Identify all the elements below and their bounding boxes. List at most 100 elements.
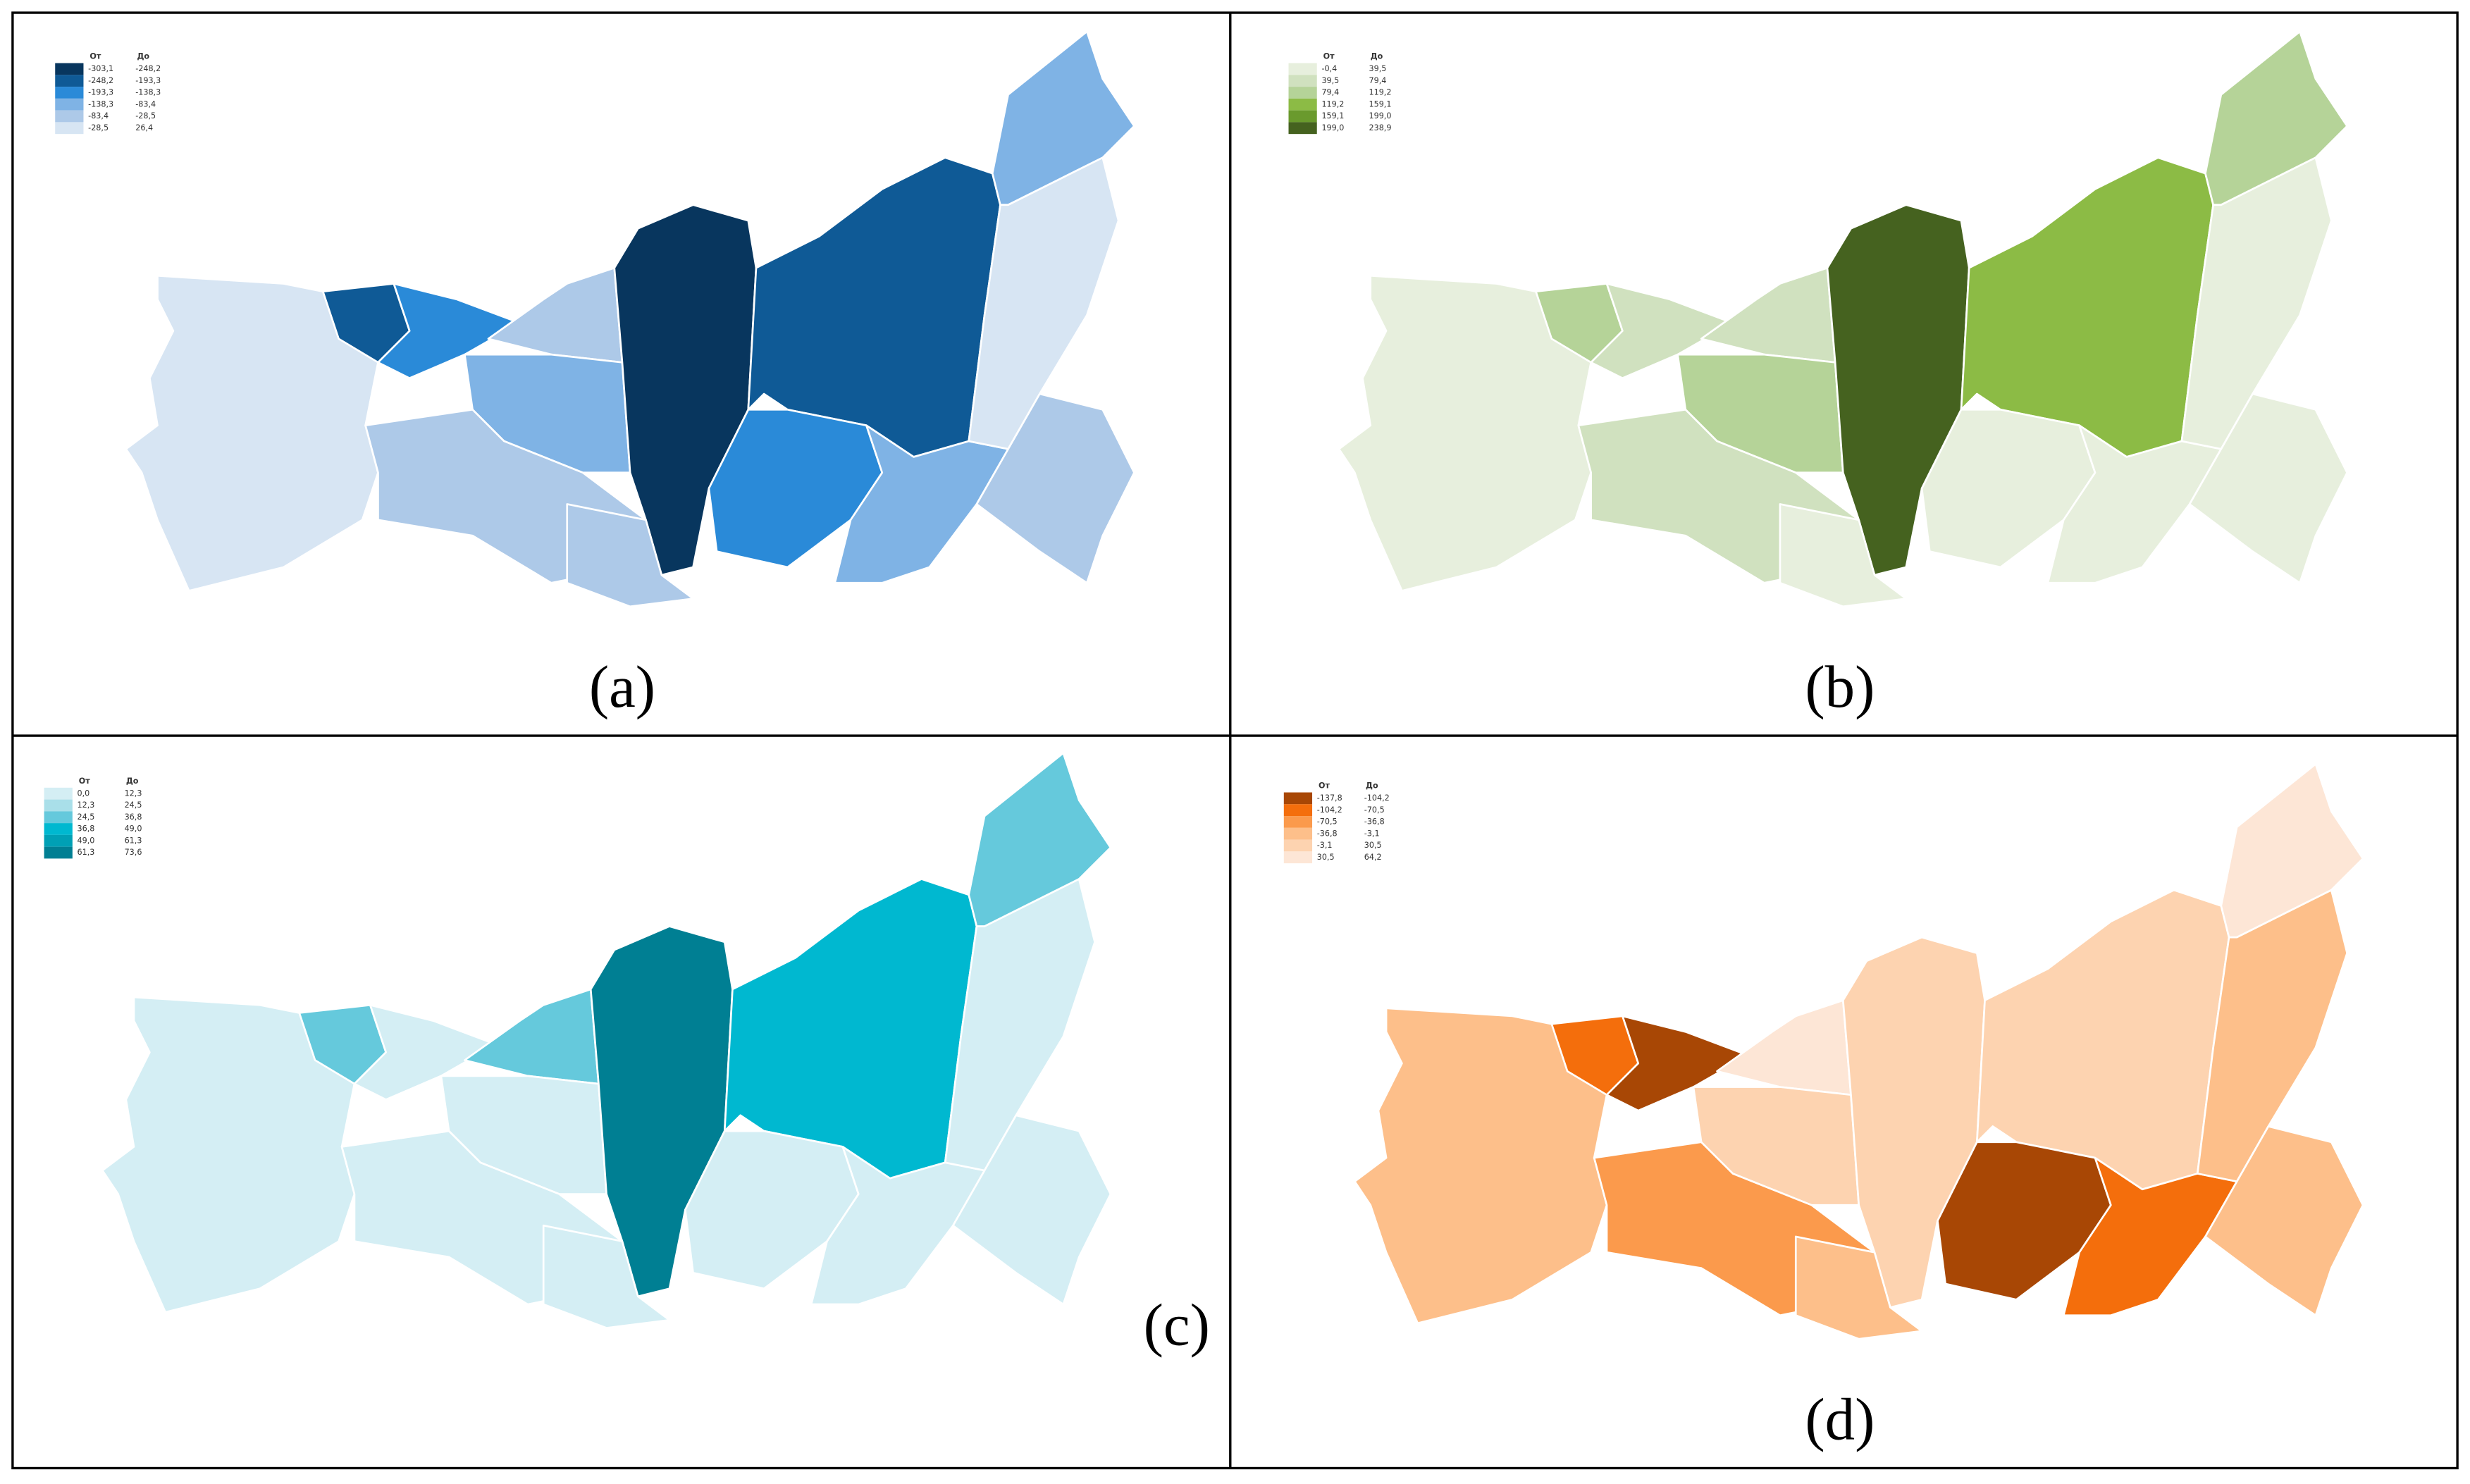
legend-from: 12,3 [78, 800, 95, 810]
legend-header: От [1323, 52, 1335, 61]
legend-from: 0,0 [78, 789, 90, 798]
legend-from: -70,5 [1317, 817, 1338, 827]
region [2046, 424, 2223, 584]
legend-swatch [55, 87, 84, 99]
legend-from: 39,5 [1321, 76, 1339, 85]
legend-to: -248,2 [135, 64, 161, 73]
legend: От До -137,8 -104,2 -104,2 -70,5 -70,5 -36,8 -36… [1283, 781, 1390, 864]
legend-swatch [1288, 110, 1317, 123]
legend-header: До [126, 777, 139, 786]
region [464, 988, 600, 1085]
legend-from: -83,4 [88, 111, 109, 120]
legend-to: 36,8 [125, 812, 142, 822]
legend-to: 12,3 [125, 789, 142, 798]
legend-to: 199,0 [1369, 111, 1392, 120]
legend-header: От [79, 777, 90, 786]
legend-to: -36,8 [1364, 817, 1385, 827]
region [566, 503, 694, 608]
legend-to: 30,5 [1364, 841, 1382, 850]
legend-from: 159,1 [1321, 111, 1344, 120]
panel-label: (b) [1805, 654, 1875, 720]
region [1590, 283, 1734, 379]
legend-header: До [137, 52, 149, 61]
legend-swatch [44, 834, 73, 847]
legend-from: 61,3 [78, 848, 95, 857]
region [377, 283, 521, 379]
legend-to: -138,3 [135, 88, 161, 97]
legend-header: До [1371, 52, 1383, 61]
panel: От До -0,4 39,5 39,5 79,4 79,4 119,2 119,2 159,1 1… [1288, 30, 2348, 720]
legend-from: 49,0 [78, 836, 95, 845]
region [1700, 266, 1836, 364]
legend-from: 24,5 [78, 812, 95, 822]
legend-swatch [44, 799, 73, 812]
legend-swatch [55, 75, 84, 87]
legend-from: -0,4 [1321, 64, 1337, 73]
legend-swatch [44, 787, 73, 800]
region [1716, 999, 1852, 1096]
panel-label: (c) [1144, 1292, 1210, 1359]
legend-to: 238,9 [1369, 123, 1392, 132]
legend-swatch [1283, 804, 1313, 817]
region [2188, 392, 2348, 584]
legend-to: 39,5 [1369, 64, 1387, 73]
region [952, 1114, 1112, 1306]
legend-to: 26,4 [135, 123, 153, 132]
legend-from: 36,8 [78, 824, 95, 834]
legend-swatch [1288, 122, 1317, 135]
legend-swatch [1283, 839, 1313, 852]
legend-to: 79,4 [1369, 76, 1387, 85]
panel: От До -137,8 -104,2 -104,2 -70,5 -70,5 -36,8 -36… [1283, 762, 2364, 1453]
legend: От До -303,1 -248,2 -248,2 -193,3 -193,3 -138,3… [55, 52, 161, 135]
legend-to: -104,2 [1364, 793, 1390, 803]
legend-header: От [1319, 781, 1330, 791]
legend-from: 199,0 [1321, 123, 1344, 132]
legend-from: 30,5 [1317, 853, 1335, 862]
legend-swatch [44, 811, 73, 824]
legend-from: -303,1 [88, 64, 113, 73]
panel: От До -303,1 -248,2 -248,2 -193,3 -193,3 -138,3… [55, 30, 1135, 720]
legend-swatch [1288, 87, 1317, 99]
legend-to: -193,3 [135, 76, 161, 85]
outer-border [11, 11, 2459, 1470]
panel: От До 0,0 12,3 12,3 24,5 24,5 36,8 36,8 49,0 49,0 6… [44, 752, 1210, 1359]
region [834, 424, 1009, 584]
legend-swatch [1283, 851, 1313, 864]
map [125, 30, 1135, 608]
legend-header: От [89, 52, 101, 61]
legend-to: -70,5 [1364, 805, 1385, 815]
region [810, 1146, 986, 1306]
region [487, 266, 624, 364]
legend-swatch [55, 110, 84, 123]
legend-from: -193,3 [88, 88, 113, 97]
legend-swatch [1283, 827, 1313, 840]
panel-label: (d) [1805, 1387, 1875, 1453]
map [1354, 762, 2364, 1340]
legend-swatch [55, 63, 84, 75]
legend-to: 64,2 [1364, 853, 1382, 862]
legend-to: 61,3 [125, 836, 142, 845]
legend-swatch [1283, 816, 1313, 828]
legend-to: 49,0 [125, 824, 142, 834]
legend-to: 73,6 [125, 848, 142, 857]
legend-from: -3,1 [1317, 841, 1333, 850]
legend-to: 24,5 [125, 800, 142, 810]
legend-header: До [1366, 781, 1378, 791]
legend: От До 0,0 12,3 12,3 24,5 24,5 36,8 36,8 49,0 49,0 6… [44, 777, 142, 859]
region [1605, 1015, 1750, 1112]
legend-swatch [55, 98, 84, 111]
legend-swatch [1288, 63, 1317, 75]
legend-from: 79,4 [1321, 88, 1339, 97]
legend-swatch [44, 846, 73, 859]
region [353, 1003, 498, 1101]
map [101, 752, 1112, 1329]
legend-from: -104,2 [1317, 805, 1342, 815]
region [542, 1224, 671, 1329]
region [1794, 1235, 1923, 1340]
region [1779, 503, 1908, 608]
region [2204, 1125, 2364, 1317]
legend-from: -138,3 [88, 99, 113, 109]
legend-swatch [1283, 792, 1313, 805]
legend-from: 119,2 [1321, 99, 1344, 109]
